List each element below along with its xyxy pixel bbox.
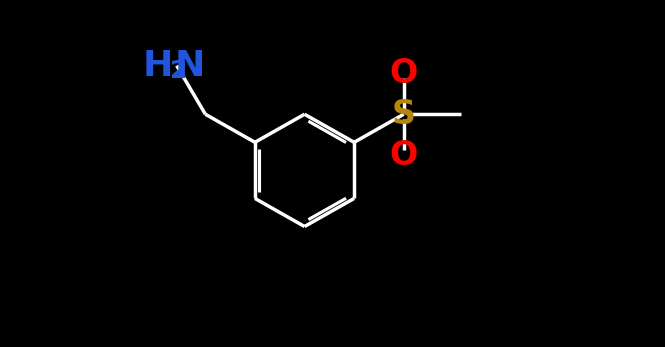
Text: H: H	[142, 49, 173, 83]
Text: O: O	[390, 57, 418, 90]
Text: S: S	[392, 98, 416, 131]
Text: O: O	[390, 139, 418, 172]
Text: 2: 2	[170, 59, 188, 83]
Text: N: N	[174, 49, 205, 83]
